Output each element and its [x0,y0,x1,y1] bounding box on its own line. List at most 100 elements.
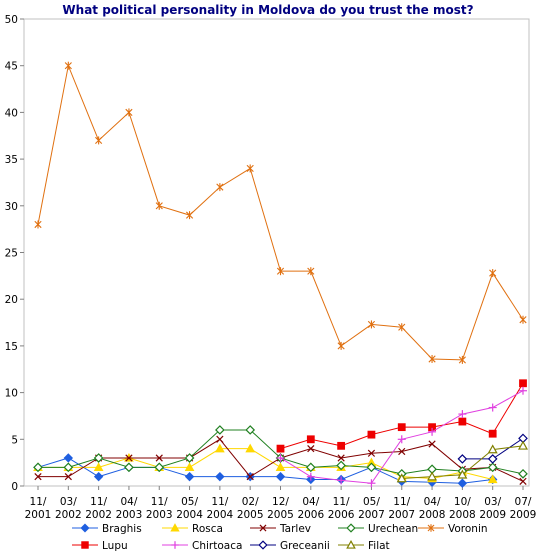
y-tick-label: 10 [5,388,18,400]
series-chirtoaca [276,386,527,488]
data-point-chirtoaca [458,410,467,419]
data-point-rosca [487,474,498,484]
data-point-lupu [276,444,285,453]
data-point-rosca [215,443,225,453]
data-point-rosca [245,443,256,453]
data-point-braghis [63,453,74,463]
data-point-voronin [337,341,345,350]
data-point-greceanii [457,454,468,464]
legend-item-lupu: Lupu [72,540,128,552]
legend-label: Chirtoaca [192,540,242,552]
data-point-voronin [428,354,436,363]
data-point-urechean [215,425,225,435]
y-tick-label: 30 [5,201,18,213]
x-tick-label: 11/2003 [146,496,173,521]
data-point-voronin [64,61,72,70]
legend-marker-tarlev [259,524,267,532]
legend: Braghis Rosca Tarlev Urechean Voronin Lupu Chi… [72,523,488,552]
data-point-chirtoaca [337,476,346,485]
series-line-braghis [37,457,493,484]
legend-label: Urechean [368,523,418,535]
chart-title: What political personality in Moldova do… [62,3,473,17]
data-point-filat [487,444,498,454]
data-point-voronin [458,355,466,364]
data-point-greceanii [487,454,498,464]
x-tick-label: 03/2002 [55,496,82,521]
data-point-tarlev [216,435,224,443]
data-point-lupu [488,429,497,438]
legend-label: Voronin [448,523,488,535]
series-lupu [276,379,527,453]
legend-marker-chirtoaca [171,541,179,549]
data-point-voronin [216,183,224,192]
y-tick-label: 40 [5,107,18,119]
x-tick-label: 04/2006 [297,496,324,521]
legend-label: Greceanii [280,540,330,552]
series-greceanii [457,433,528,464]
data-point-tarlev [307,445,315,453]
data-point-filat [396,473,407,483]
data-point-voronin [489,269,497,278]
plot-area [23,18,530,487]
x-tick-label: 10/2008 [449,496,476,521]
data-point-urechean [305,462,316,473]
x-tick-label: 11/2004 [207,496,234,521]
legend-marker-rosca [170,523,180,532]
data-point-rosca [93,462,104,472]
data-point-braghis [275,471,286,482]
data-point-filat [457,469,468,479]
data-point-chirtoaca [519,386,527,395]
data-point-tarlev [125,454,133,462]
legend-item-greceanii: Greceanii [250,540,330,552]
data-point-voronin [276,267,285,276]
legend-item-chirtoaca: Chirtoaca [162,540,242,552]
data-point-voronin [367,320,376,329]
legend-marker-urechean [346,523,356,533]
data-point-braghis [93,471,104,482]
legend-label: Rosca [192,523,223,535]
data-point-braghis [215,471,225,482]
legend-label: Tarlev [279,523,311,535]
x-tick-label: 05/2007 [358,496,385,521]
data-point-tarlev [428,440,436,448]
legend-label: Filat [368,540,390,552]
legend-label: Lupu [102,540,128,552]
data-point-rosca [184,462,195,472]
data-point-urechean [518,469,528,479]
series-layer [33,61,529,488]
data-point-lupu [337,441,346,450]
data-point-urechean [33,462,43,473]
data-point-voronin [246,164,254,173]
data-point-urechean [93,453,104,463]
data-point-tarlev [246,473,254,481]
data-point-voronin [125,108,133,117]
x-tick-label: 02/2005 [237,496,264,521]
data-point-urechean [245,425,256,435]
data-point-chirtoaca [306,472,315,481]
legend-marker-lupu [81,541,89,549]
x-tick-label: 11/2002 [85,496,112,521]
data-point-voronin [398,323,406,332]
x-axis: 11/200103/200211/200204/200311/200305/20… [25,486,536,521]
data-point-tarlev [519,477,527,485]
series-voronin [34,61,527,364]
y-tick-label: 25 [5,248,18,260]
y-tick-label: 50 [5,14,18,26]
x-tick-label: 05/2004 [176,496,203,521]
data-point-lupu [397,423,406,432]
data-point-chirtoaca [428,427,437,436]
data-point-lupu [519,379,527,388]
data-point-lupu [458,417,467,426]
data-point-tarlev [398,447,406,456]
legend-item-rosca: Rosca [162,523,223,535]
x-tick-label: 11/2001 [25,496,52,521]
x-tick-label: 11/2006 [328,496,355,521]
data-point-chirtoaca [488,403,497,412]
data-point-urechean [184,453,195,463]
data-point-chirtoaca [397,435,406,444]
data-point-urechean [63,462,74,473]
data-point-chirtoaca [367,479,376,488]
series-filat [396,440,529,483]
legend-label: Braghis [102,523,142,535]
